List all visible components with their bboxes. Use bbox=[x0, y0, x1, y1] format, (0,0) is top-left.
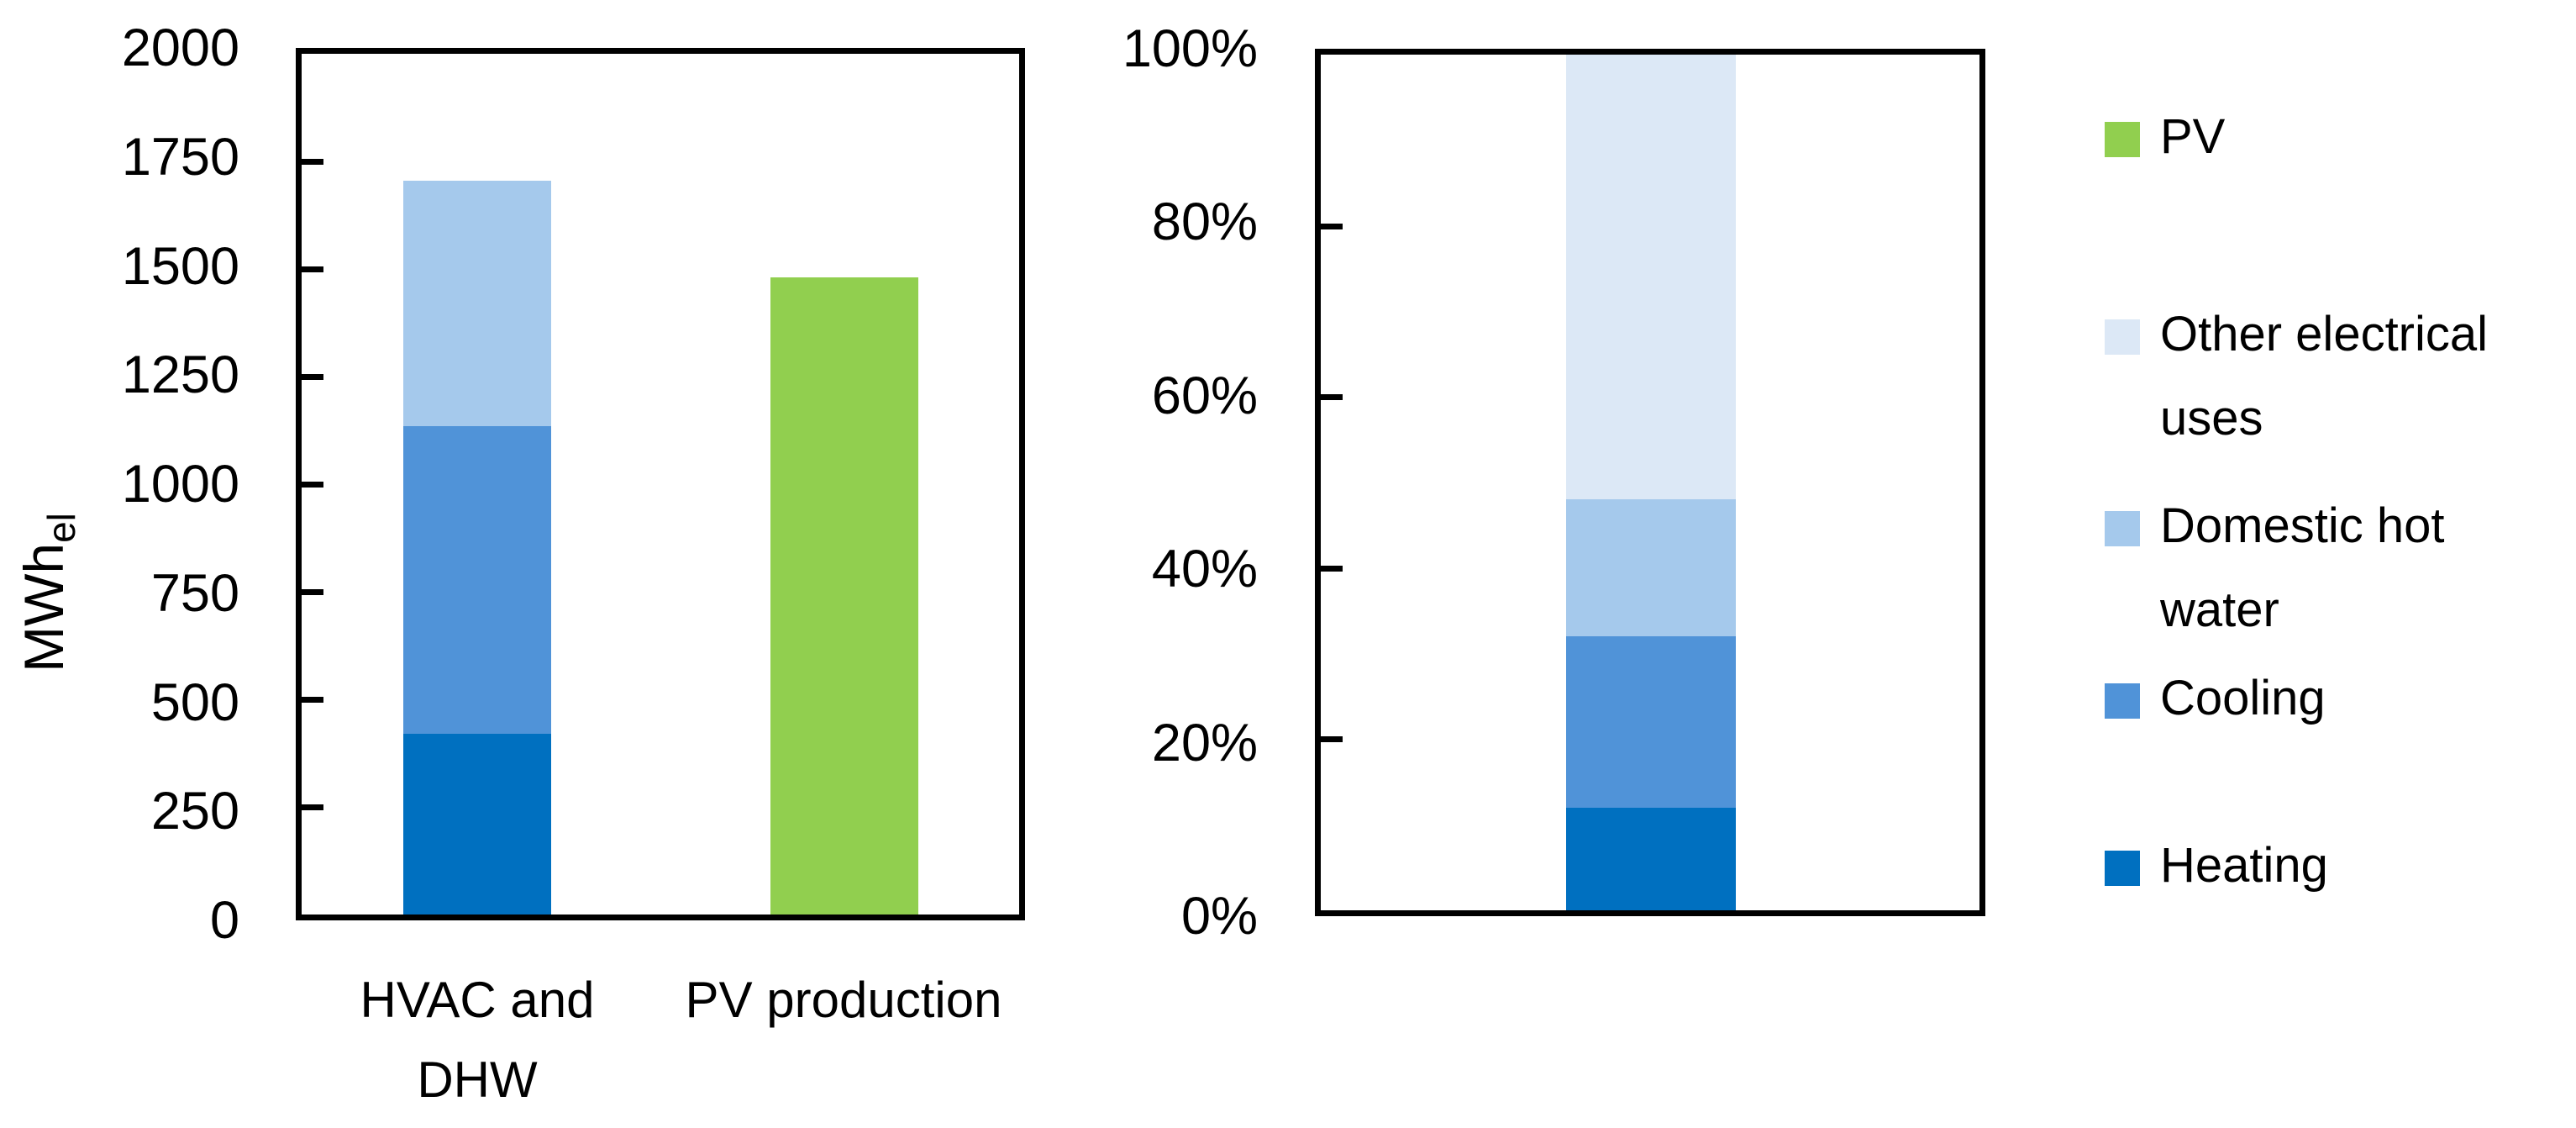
bar-segment-domestic-hot-water bbox=[1566, 499, 1736, 637]
y-tick-label: 2000 bbox=[121, 18, 239, 77]
legend-item-domestic-hot-water: Domestic hot water bbox=[2105, 484, 2575, 652]
y-tick-mark bbox=[302, 589, 323, 595]
legend-label: Heating bbox=[2160, 838, 2328, 893]
left-y-tick-labels: 2000 1750 1500 1250 1000 750 500 250 0 bbox=[0, 18, 239, 950]
legend-swatch-cooling bbox=[2105, 683, 2140, 719]
x-category-label-hvac-and-dhw: HVAC and DHW bbox=[360, 972, 595, 1108]
y-tick-label: 100% bbox=[1122, 19, 1258, 78]
legend-swatch-heating bbox=[2105, 851, 2140, 886]
y-tick-mark bbox=[1321, 223, 1343, 229]
bar-segment-cooling bbox=[403, 425, 551, 734]
y-tick-label: 20% bbox=[1151, 713, 1258, 772]
y-tick-label: 0% bbox=[1180, 887, 1258, 946]
bar-segment-heating bbox=[1566, 807, 1736, 910]
y-tick-mark bbox=[302, 482, 323, 488]
y-tick-mark bbox=[302, 374, 323, 380]
y-tick-mark bbox=[302, 804, 323, 810]
legend-label: PV bbox=[2160, 109, 2226, 164]
y-tick-label: 500 bbox=[150, 672, 239, 732]
percent-stacked-bar bbox=[1566, 55, 1736, 910]
stacked-bar-hvac-and-dhw bbox=[403, 54, 551, 915]
x-category-label-pv-production: PV production bbox=[685, 972, 1002, 1028]
y-tick-label: 1500 bbox=[121, 236, 239, 296]
y-tick-label: 750 bbox=[150, 563, 239, 623]
y-tick-label: 1250 bbox=[121, 345, 239, 405]
y-tick-label: 250 bbox=[150, 782, 239, 841]
bar-segment-domestic-hot-water bbox=[403, 181, 551, 426]
y-tick-mark bbox=[1321, 736, 1343, 743]
legend-label: Other electrical uses bbox=[2160, 307, 2489, 445]
legend-item-other-electrical-uses: Other electrical uses bbox=[2105, 293, 2575, 461]
bar-segment-other-electrical-uses bbox=[1566, 55, 1736, 500]
y-tick-mark bbox=[1321, 565, 1343, 572]
y-tick-label: 0 bbox=[209, 891, 239, 950]
bar-segment-cooling bbox=[1566, 636, 1736, 808]
legend-item-heating: Heating bbox=[2105, 824, 2575, 908]
y-tick-mark bbox=[302, 159, 323, 165]
y-tick-mark bbox=[302, 697, 323, 703]
y-tick-label: 1000 bbox=[121, 455, 239, 514]
legend-swatch-other-electrical-uses bbox=[2105, 319, 2140, 355]
legend-item-cooling: Cooling bbox=[2105, 656, 2575, 741]
y-tick-label: 80% bbox=[1151, 192, 1258, 252]
y-tick-label: 60% bbox=[1151, 366, 1258, 425]
legend-swatch-domestic-hot-water bbox=[2105, 511, 2140, 546]
legend-label: Cooling bbox=[2160, 671, 2326, 725]
bar-pv-production bbox=[770, 54, 918, 915]
left-chart-plot-area bbox=[296, 48, 1025, 920]
legend-item-pv: PV bbox=[2105, 95, 2575, 179]
y-tick-mark bbox=[1321, 394, 1343, 401]
right-y-tick-labels: 100% 80% 60% 40% 20% 0% bbox=[966, 19, 1258, 946]
right-chart-plot-area bbox=[1315, 49, 1985, 916]
bar-segment-heating bbox=[403, 733, 551, 915]
y-tick-label: 1750 bbox=[121, 127, 239, 187]
legend-swatch-pv bbox=[2105, 122, 2140, 157]
y-tick-mark bbox=[302, 266, 323, 272]
bar-segment-pv bbox=[770, 277, 918, 915]
y-tick-label: 40% bbox=[1151, 540, 1258, 599]
legend-label: Domestic hot water bbox=[2160, 498, 2445, 637]
